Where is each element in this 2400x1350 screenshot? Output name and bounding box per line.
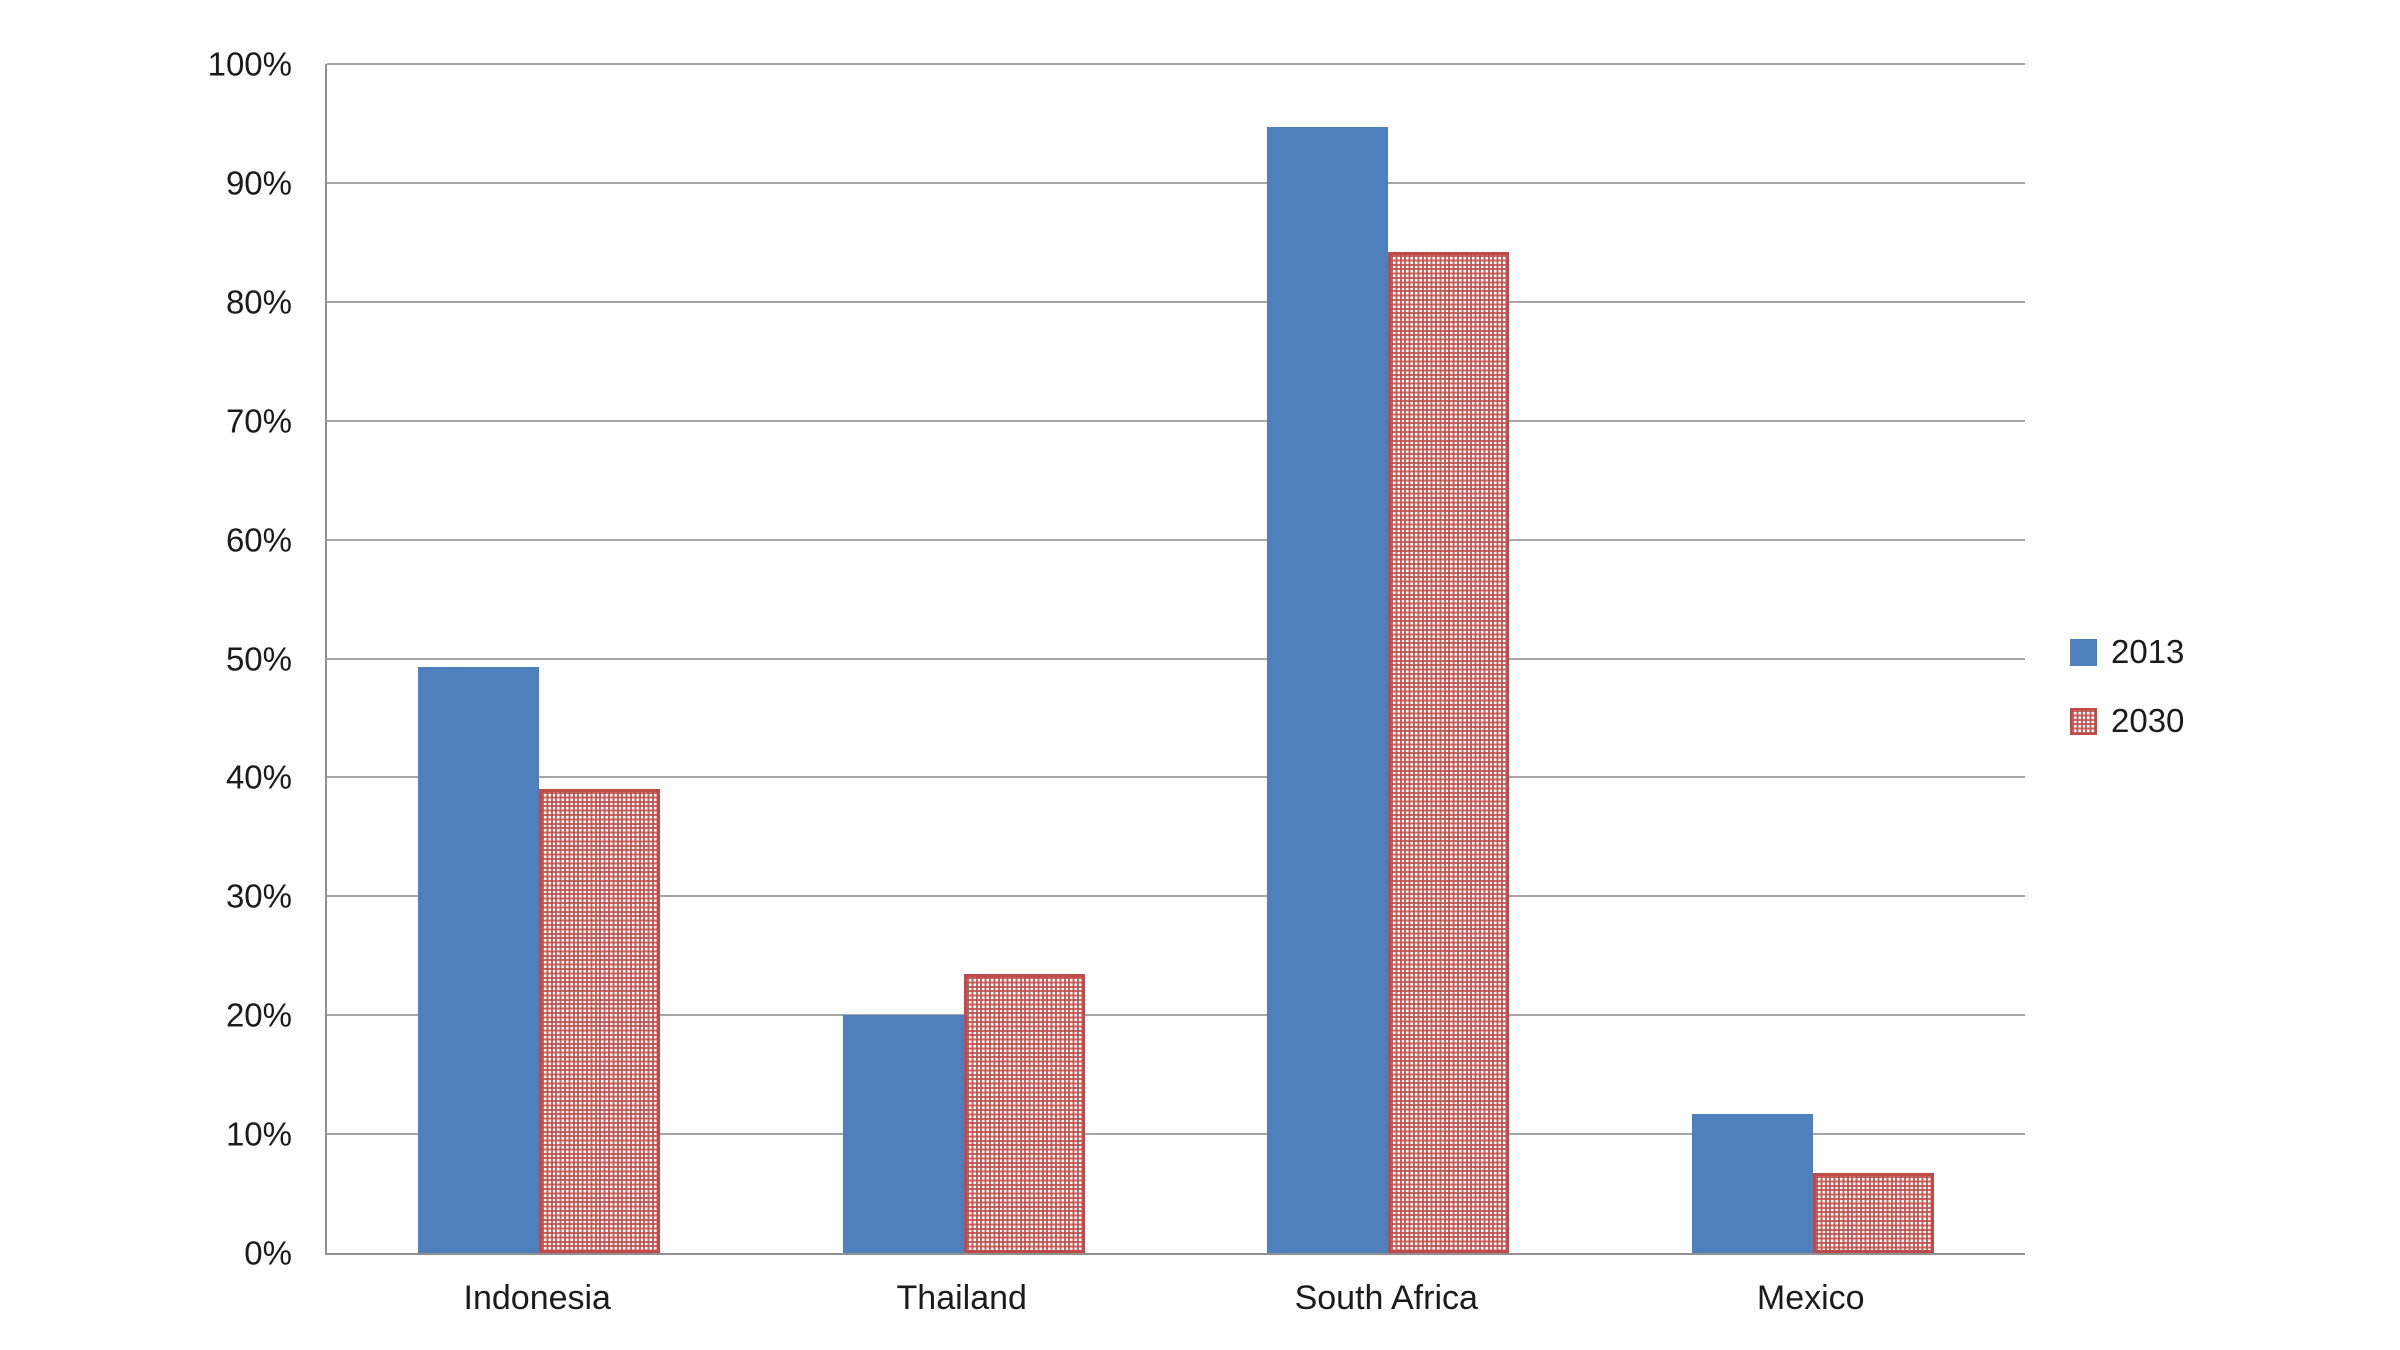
red-grid-pattern-square-icon [2070,707,2097,735]
y-tick-label: 40% [225,758,292,796]
solid-blue-square-icon [2070,638,2097,666]
bar-2013-thailand [842,1015,964,1253]
gridline-60pct [327,538,2025,541]
legend-item-2030: 2030 [2070,701,2184,741]
plot-area [325,63,2025,1255]
y-tick-label: 60% [225,521,292,559]
bar-2013-south-africa [1267,127,1389,1253]
x-category-label-mexico: Mexico [1756,1279,1865,1317]
x-category-label-south-africa: South Africa [1294,1279,1478,1317]
y-tick-label: 30% [225,877,292,915]
gridline-40pct [327,776,2025,779]
gridline-50pct [327,657,2025,660]
gridline-30pct [327,895,2025,898]
bar-2030-south-africa [1388,251,1510,1253]
gridline-90pct [327,181,2025,184]
y-tick-label: 20% [225,996,292,1034]
y-tick-label: 50% [225,640,292,677]
x-category-label-thailand: Thailand [896,1279,1027,1317]
bar-2030-indonesia [539,789,661,1253]
bar-2030-mexico [1812,1173,1934,1253]
y-tick-label: 90% [225,164,292,202]
legend-label: 2030 [2111,702,2185,739]
legend: 2013 2030 [2070,632,2184,741]
bar-2030-thailand [963,973,1085,1253]
bar-2013-mexico [1691,1113,1813,1253]
y-tick-label: 0% [244,1234,292,1272]
gridline-70pct [327,419,2025,422]
y-tick-label: 100% [207,45,292,83]
legend-item-2013: 2013 [2070,632,2184,672]
y-tick-label: 10% [225,1115,292,1153]
legend-label: 2013 [2111,633,2185,670]
gridline-100pct [327,63,2025,65]
y-tick-label: 80% [225,283,292,321]
gridline-80pct [327,300,2025,303]
x-category-label-indonesia: Indonesia [463,1279,611,1317]
y-tick-label: 70% [225,402,292,440]
bar-2013-indonesia [418,666,540,1253]
gridline-10pct [327,1133,2025,1136]
gridline-20pct [327,1014,2025,1017]
